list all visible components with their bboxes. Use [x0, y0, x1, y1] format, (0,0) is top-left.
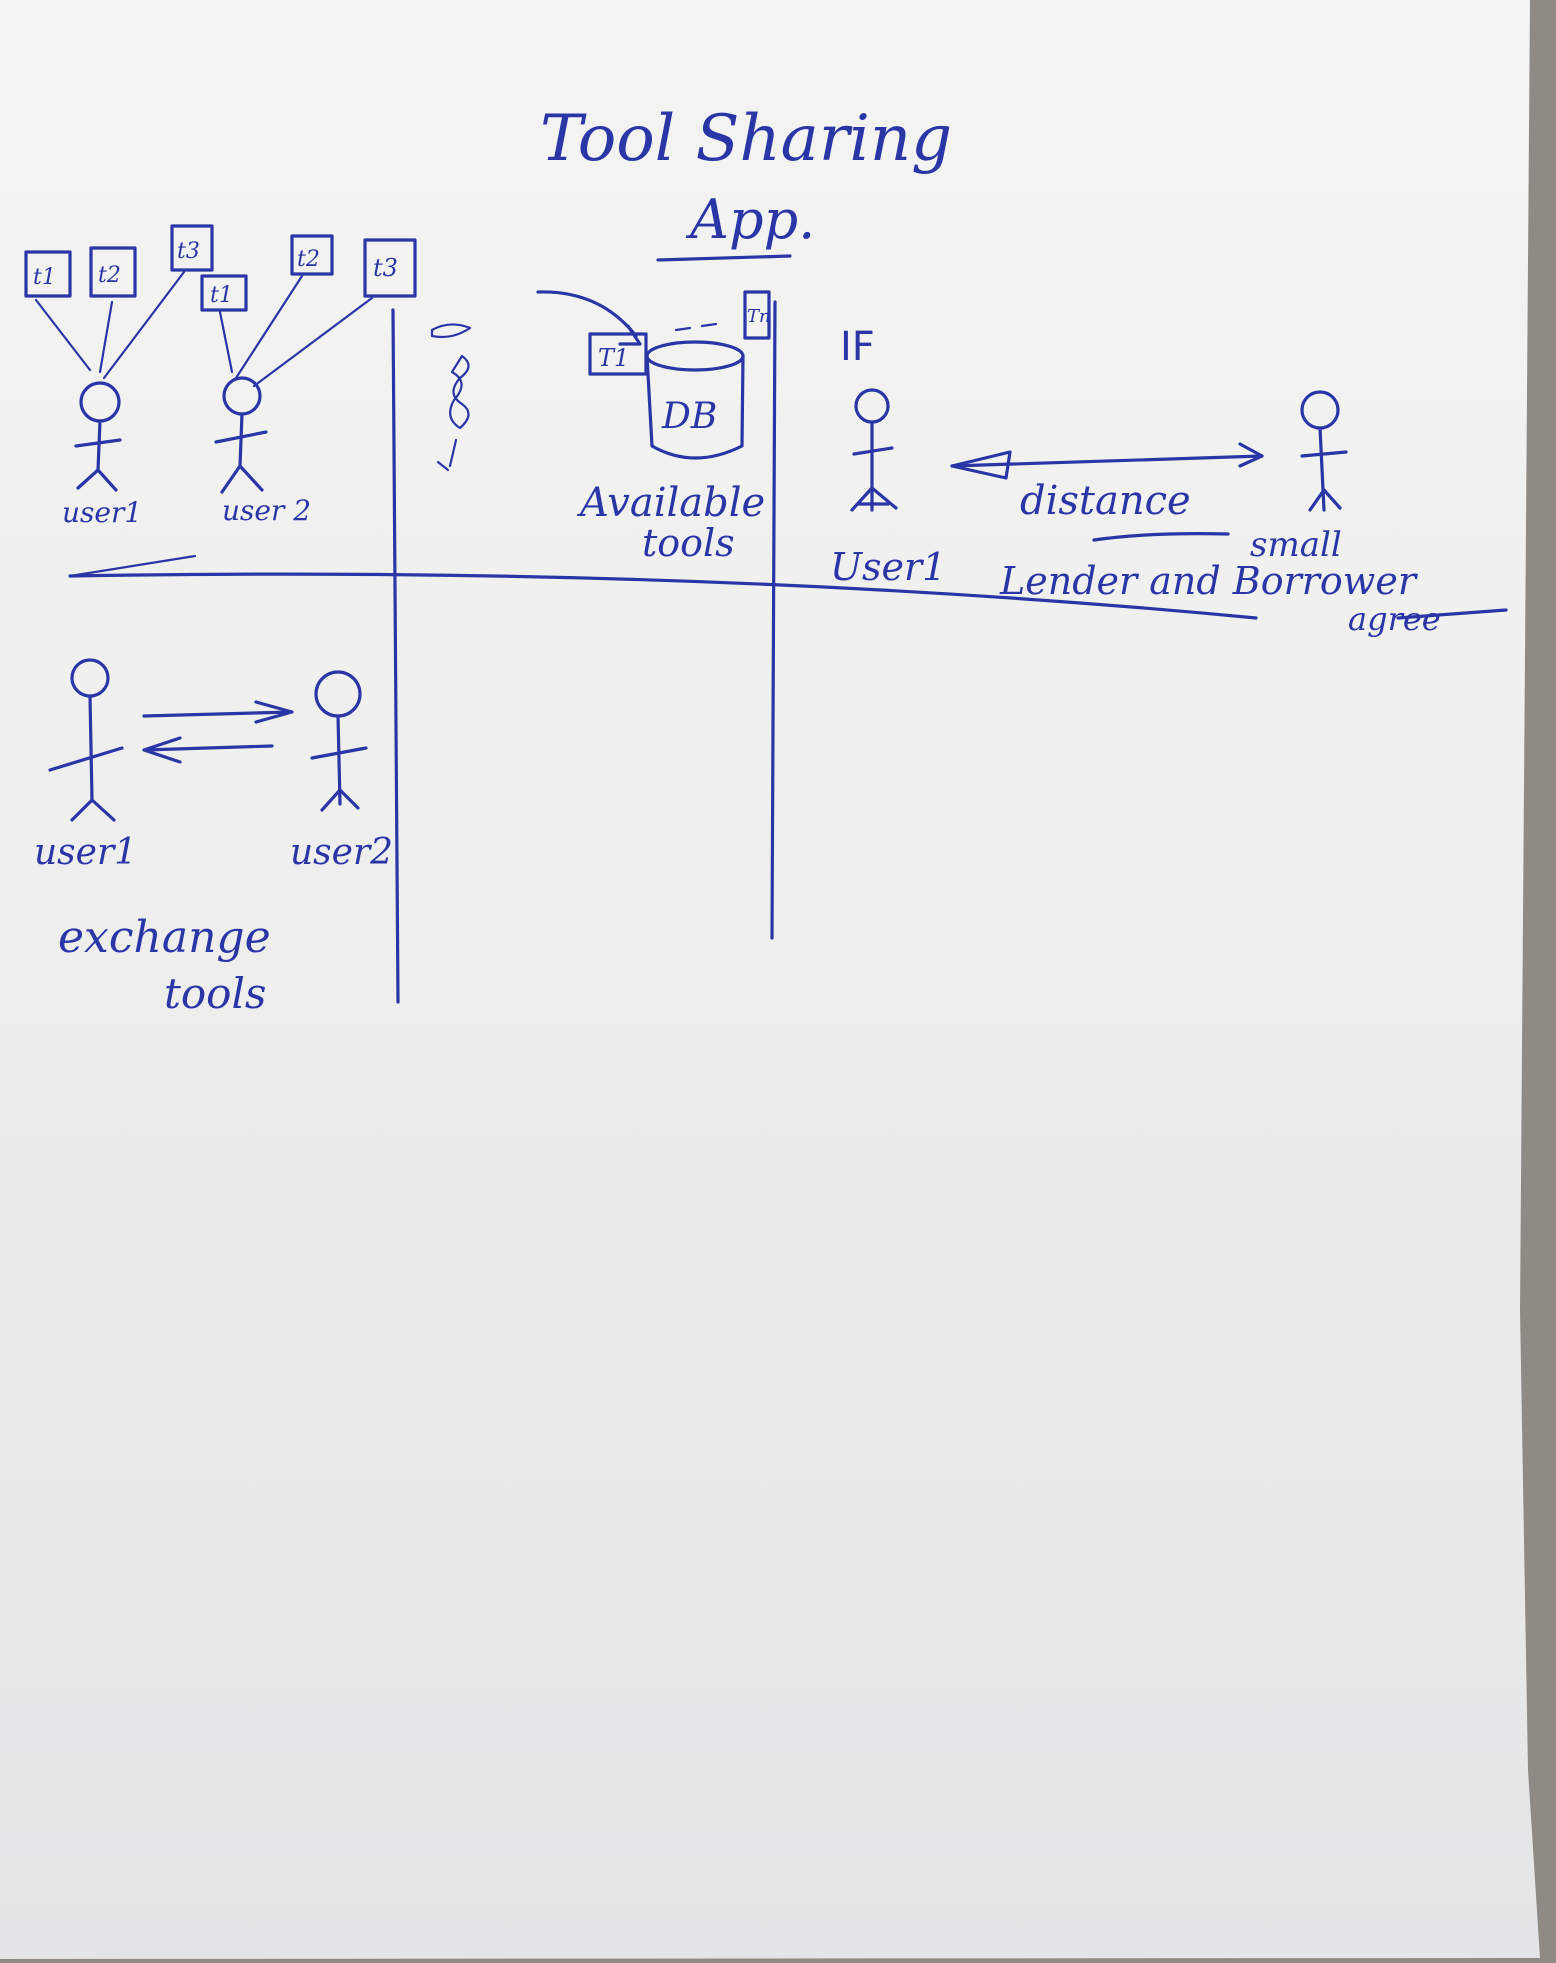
title-line-2: App. — [685, 188, 815, 251]
agree-underline — [1396, 608, 1508, 620]
exchange-tools-line-1: exchange — [58, 912, 271, 963]
db-curve-arrowhead — [618, 324, 642, 346]
if-label: IF — [840, 324, 875, 370]
title-underline — [656, 254, 792, 262]
exchange-tools-line-2: tools — [164, 969, 266, 1018]
available-tools-line-2: tools — [642, 521, 735, 565]
tool-box-t1-user2: t1 — [200, 274, 248, 312]
user1-if-stick-figure — [850, 388, 898, 512]
strikeout-word — [1092, 532, 1230, 542]
tool-box-t3-user2: t3 — [363, 238, 417, 298]
db-dashes — [674, 322, 718, 332]
distance-label: distance — [1020, 478, 1191, 524]
svg-text:T1: T1 — [598, 344, 629, 372]
user2-if-stick-figure — [1300, 390, 1348, 512]
lender-borrower-label: Lender and Borrower — [999, 559, 1419, 603]
title-line-1: Tool Sharing — [540, 102, 952, 176]
user1-label: user1 — [62, 496, 142, 529]
database-cylinder: DB — [645, 340, 745, 460]
distance-arrow — [950, 442, 1264, 480]
user2-stick-figure — [214, 376, 268, 494]
user2-exchange-label: user2 — [290, 832, 393, 873]
user1-exchange-label: user1 — [34, 832, 137, 873]
divider-line-right — [770, 300, 777, 940]
horizontal-divider — [68, 572, 1258, 620]
tool-box-t2-user2: t2 — [290, 234, 334, 276]
svg-text:t2: t2 — [297, 247, 320, 272]
divider-line-left — [391, 308, 400, 1004]
tool-box-t1: t1 — [24, 250, 72, 298]
tool-box-t3: t3 — [170, 224, 214, 272]
available-tools-line-1: Available — [576, 480, 765, 526]
user1-exchange-stick-figure — [48, 658, 124, 822]
svg-text:t3: t3 — [373, 254, 398, 282]
user2-tool-links — [218, 274, 374, 388]
user1-stick-figure — [74, 381, 122, 492]
agree-label: agree — [1348, 600, 1441, 638]
scribbled-figure — [430, 323, 472, 472]
svg-text:t3: t3 — [177, 239, 200, 264]
horizontal-divider-hook — [68, 554, 197, 578]
user1-if-label: User1 — [830, 545, 946, 589]
user2-label: user 2 — [222, 494, 311, 527]
svg-text:t1: t1 — [210, 283, 233, 308]
svg-text:Tn: Tn — [747, 306, 771, 327]
svg-text:t2: t2 — [98, 263, 121, 288]
tool-box-Tn: Tn — [743, 290, 771, 340]
user2-exchange-stick-figure — [310, 670, 368, 812]
title: Tool Sharing App. — [540, 102, 952, 262]
tool-box-t2: t2 — [89, 246, 137, 298]
user1-tool-links — [34, 270, 186, 380]
tool-box-T1: T1 — [588, 332, 648, 376]
svg-text:t1: t1 — [33, 265, 56, 290]
exchange-arrows — [142, 700, 294, 764]
small-label: small — [1250, 525, 1342, 565]
db-label: DB — [661, 396, 717, 437]
